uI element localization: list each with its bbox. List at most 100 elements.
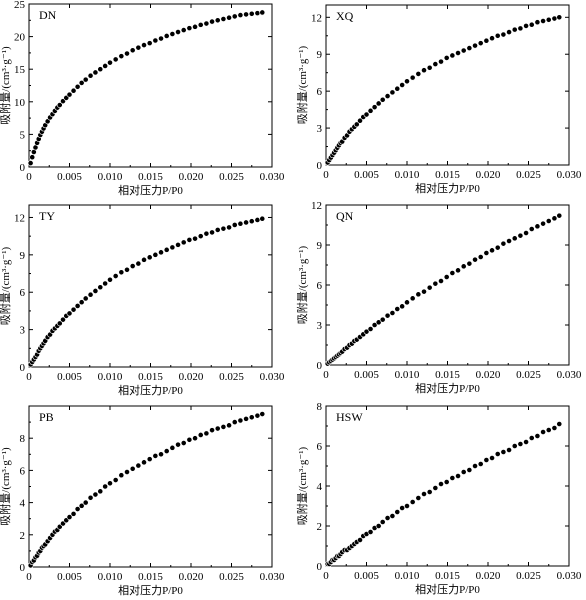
data-point <box>214 17 221 24</box>
data-point <box>186 236 193 243</box>
data-point <box>124 469 130 475</box>
y-tick-label: 12 <box>311 12 322 24</box>
data-point <box>118 472 125 479</box>
data-point <box>415 291 422 298</box>
data-point <box>254 10 261 17</box>
data-point <box>466 467 473 473</box>
data-point <box>455 267 461 274</box>
data-point <box>220 16 227 22</box>
data-point <box>438 278 444 284</box>
data-point <box>489 455 495 461</box>
data-point <box>231 222 238 228</box>
x-tick-label: 0.010 <box>98 171 123 183</box>
data-point <box>112 273 119 279</box>
data-point <box>203 230 210 237</box>
data-point <box>129 263 136 269</box>
data-point <box>82 76 89 83</box>
data-point <box>443 274 450 280</box>
data-point <box>87 494 94 501</box>
data-point <box>389 513 396 519</box>
x-axis-label: 相对压力P/P0 <box>118 383 183 397</box>
data-point <box>87 291 94 298</box>
y-tick-label: 0 <box>20 562 26 574</box>
x-tick-label: 0.025 <box>219 171 244 183</box>
y-tick-label: 2 <box>20 530 26 542</box>
data-point <box>158 249 164 256</box>
x-tick-label: 0.015 <box>435 570 460 582</box>
data-point <box>500 31 507 38</box>
data-point <box>443 55 450 61</box>
data-point <box>489 247 495 254</box>
data-point <box>66 310 73 317</box>
data-point <box>506 29 512 35</box>
data-point <box>399 82 406 88</box>
x-tick-label: 0.030 <box>557 369 582 381</box>
data-point <box>141 459 147 466</box>
data-point <box>477 461 484 467</box>
x-tick-label: 0.010 <box>395 169 420 181</box>
data-point <box>472 42 478 49</box>
data-point <box>70 306 77 313</box>
data-series <box>27 215 266 368</box>
data-point <box>540 220 546 227</box>
plot-frame <box>325 405 570 567</box>
plot-frame <box>28 3 273 168</box>
chart-panel-pb: 0 0.005 0.010 0.015 0.020 0.025 0.030 0 2 4 6 8 PB 相对… <box>0 405 285 597</box>
y-tick-label: 4 <box>317 481 323 493</box>
x-tick-label: 0.010 <box>98 571 123 583</box>
data-point <box>243 11 249 18</box>
data-point <box>483 37 490 44</box>
data-point <box>74 83 81 90</box>
y-tick-label: 0 <box>20 162 26 174</box>
data-point <box>192 23 198 30</box>
data-point <box>375 100 382 107</box>
data-point <box>384 515 391 521</box>
data-point <box>118 269 125 276</box>
data-point <box>404 503 410 509</box>
x-tick-label: 0 <box>26 371 32 383</box>
y-axis-label: 吸附量/(cm³·g⁻¹) <box>0 46 12 125</box>
x-axis-label: 相对压力P/P0 <box>415 582 480 596</box>
y-tick-label: 6 <box>317 86 323 98</box>
x-tick-label: 0.010 <box>98 371 123 383</box>
data-point <box>152 453 159 459</box>
chart-panel-xq: 0 0.005 0.010 0.015 0.020 0.025 0.030 0 3 6 9 12 XQ 相… <box>295 4 582 195</box>
y-tick-label: 3 <box>317 123 323 135</box>
data-point <box>426 64 433 71</box>
data-point <box>466 260 473 267</box>
data-point <box>426 284 433 291</box>
data-point <box>135 44 142 51</box>
data-point <box>220 225 227 232</box>
data-point <box>209 229 215 236</box>
data-point <box>92 491 99 498</box>
x-tick-label: 0.025 <box>516 169 541 181</box>
y-axis-label: 吸附量/(cm³·g⁻¹) <box>295 446 309 525</box>
x-tick-label: 0 <box>323 570 329 582</box>
x-tick-label: 0.030 <box>260 371 285 383</box>
y-tick-label: 9 <box>317 240 323 252</box>
chart-panel-hsw: 0 0.005 0.010 0.015 0.020 0.025 0.030 0 2 4 6 8 HSW 相… <box>295 401 582 596</box>
x-axis-label: 相对压力P/P0 <box>415 181 480 195</box>
data-point <box>472 256 478 263</box>
y-tick-label: 9 <box>20 250 26 262</box>
data-point <box>82 295 89 302</box>
panel-label: XQ <box>336 9 354 23</box>
data-point <box>556 212 563 219</box>
data-point <box>472 463 478 469</box>
data-point <box>534 433 541 439</box>
data-point <box>438 58 444 65</box>
plot-frame <box>28 204 273 368</box>
data-point <box>545 218 552 224</box>
y-tick-label: 6 <box>20 465 26 477</box>
data-series <box>27 9 266 166</box>
data-point <box>371 104 378 111</box>
data-point <box>180 440 187 446</box>
y-axis-label: 吸附量/(cm³·g⁻¹) <box>0 246 12 325</box>
y-tick-label: 6 <box>317 280 323 292</box>
data-point <box>152 251 159 258</box>
data-point <box>78 79 85 86</box>
y-tick-label: 25 <box>14 0 26 11</box>
data-point <box>449 270 456 276</box>
data-point <box>175 29 181 35</box>
data-point <box>82 499 89 506</box>
